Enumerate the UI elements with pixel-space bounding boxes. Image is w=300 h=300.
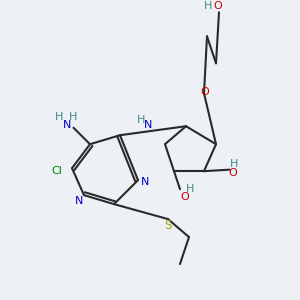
Text: S: S bbox=[164, 219, 172, 232]
Text: O: O bbox=[180, 192, 189, 202]
Text: N: N bbox=[141, 177, 149, 187]
Text: H: H bbox=[230, 159, 238, 169]
Text: N: N bbox=[63, 120, 72, 130]
Text: H: H bbox=[137, 115, 145, 125]
Text: Cl: Cl bbox=[52, 166, 62, 176]
Text: O: O bbox=[200, 87, 209, 97]
Text: N: N bbox=[75, 196, 83, 206]
Text: H: H bbox=[186, 184, 195, 194]
Text: H: H bbox=[69, 112, 77, 122]
Text: O: O bbox=[228, 168, 237, 178]
Text: N: N bbox=[144, 120, 153, 130]
Text: H: H bbox=[204, 2, 213, 11]
Text: O: O bbox=[213, 2, 222, 11]
Text: H: H bbox=[55, 112, 64, 122]
